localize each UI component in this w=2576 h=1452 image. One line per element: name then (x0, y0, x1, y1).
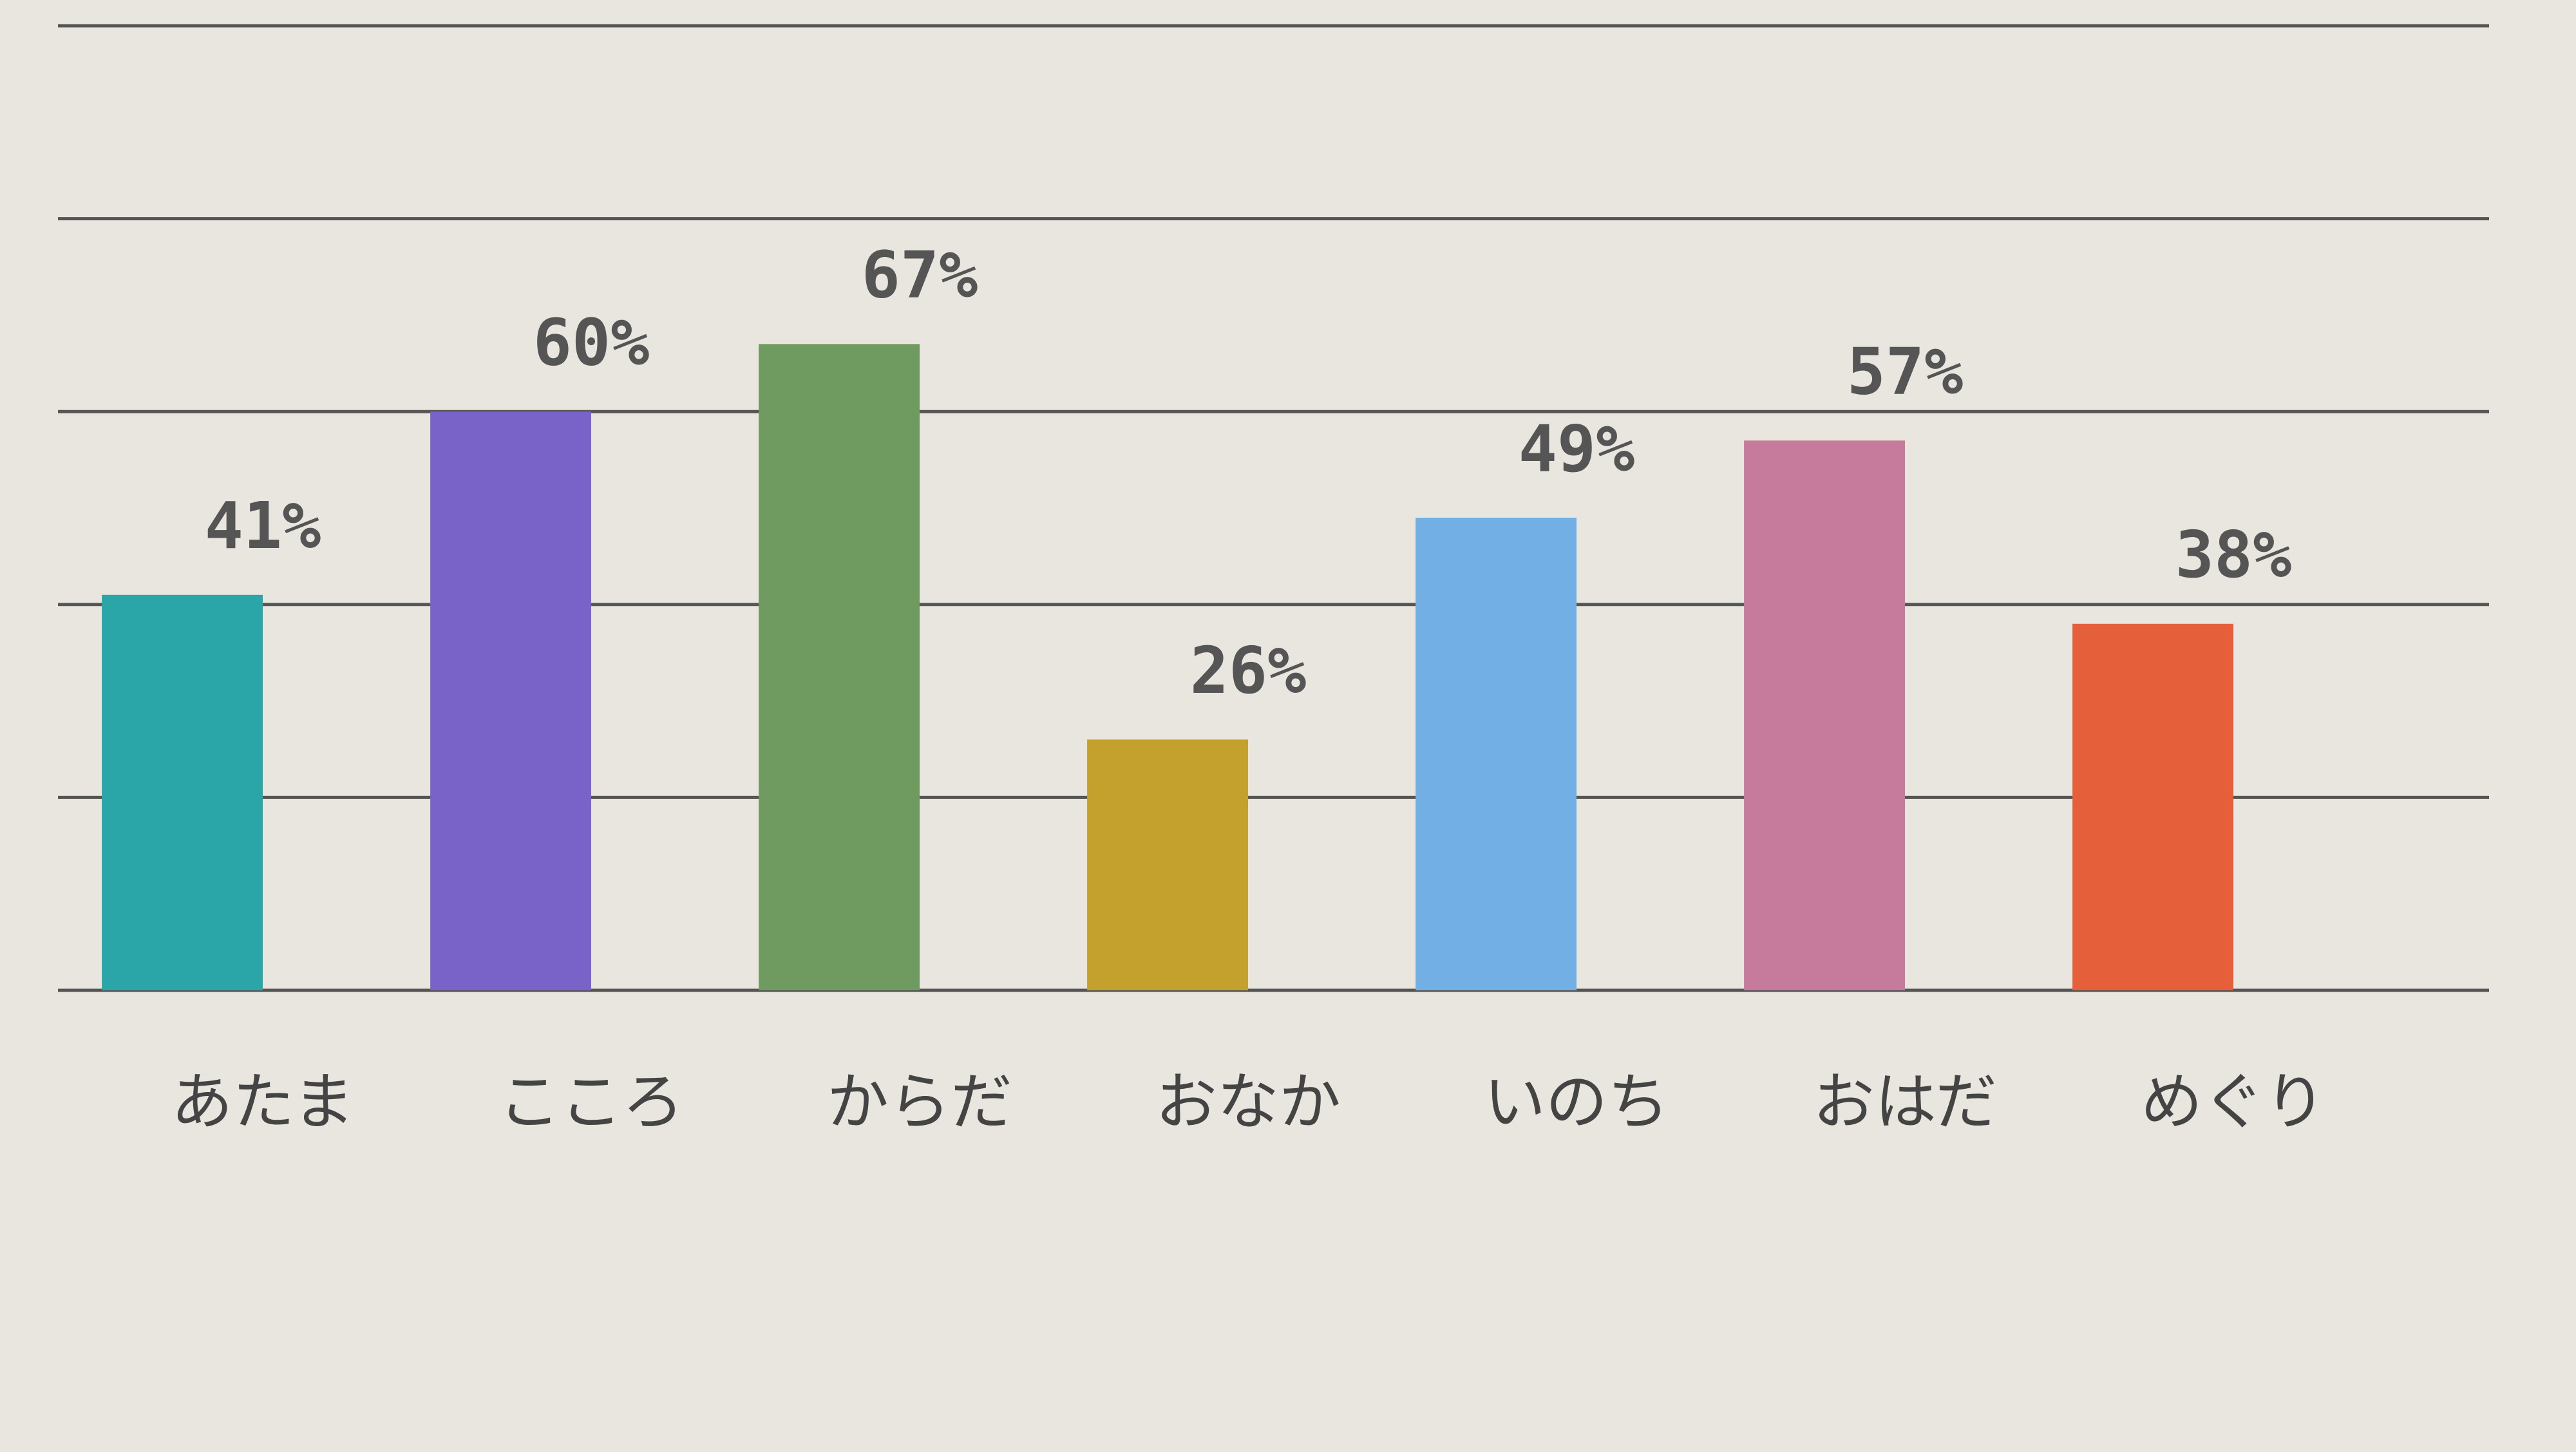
x-tick-label: からだ (827, 1066, 1012, 1138)
bar (430, 411, 591, 990)
x-tick-label: いのち (1484, 1066, 1669, 1138)
bar (1416, 517, 1577, 990)
value-label: 57% (1847, 334, 1964, 409)
x-tick-label: おなか (1155, 1066, 1341, 1138)
x-tick-label: めぐり (2141, 1066, 2326, 1138)
value-label: 49% (1519, 411, 1635, 486)
x-tick-label: こころ (498, 1066, 684, 1138)
bar (1744, 440, 1905, 990)
bar (102, 594, 263, 990)
value-label: 41% (205, 488, 321, 563)
bar (759, 344, 920, 990)
value-label: 38% (2175, 517, 2292, 592)
value-label: 67% (862, 238, 978, 313)
x-tick-label: おはだ (1813, 1066, 1997, 1138)
x-tick-label: あたま (171, 1066, 354, 1138)
value-label: 60% (533, 305, 650, 381)
bar (2072, 623, 2233, 990)
value-label: 26% (1190, 633, 1307, 708)
bar (1087, 739, 1248, 990)
